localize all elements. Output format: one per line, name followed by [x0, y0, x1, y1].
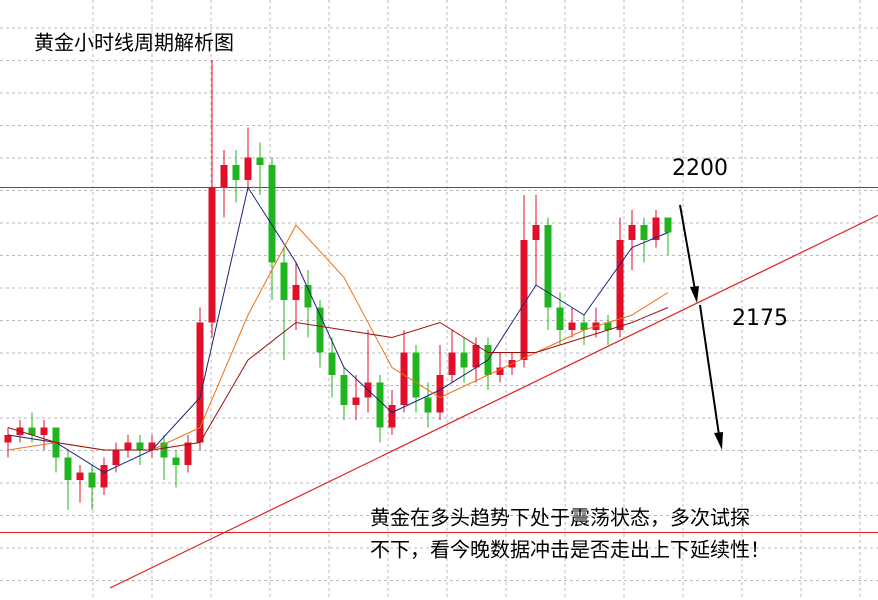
candle-body [292, 285, 300, 300]
candle-body [316, 307, 324, 353]
candle-body [568, 322, 576, 330]
moving-average [7, 186, 669, 474]
arrow [679, 204, 723, 450]
candle-body [148, 442, 156, 450]
candle-body [208, 187, 216, 323]
candle-body [448, 352, 456, 375]
candle-body [640, 225, 648, 240]
candle-body [436, 375, 444, 413]
candle-body [376, 382, 384, 428]
annotation-line: 黄金在多头趋势下处于震荡状态，多次试探 [370, 506, 750, 530]
candle-body [496, 367, 504, 375]
candle-body [532, 225, 540, 240]
candle-body [196, 322, 204, 443]
candle-body [4, 435, 12, 443]
candle-body [424, 397, 432, 413]
candle-body [232, 165, 240, 180]
candle-body [328, 352, 336, 375]
candle-body [76, 472, 84, 480]
candle-body [280, 262, 288, 300]
plot [0, 60, 878, 589]
candle-body [268, 165, 276, 263]
candle-body [160, 442, 168, 458]
candle-body [652, 217, 660, 240]
candle-body [460, 352, 468, 368]
chart-title: 黄金小时线周期解析图 [34, 31, 234, 55]
candle-body [136, 442, 144, 450]
candle-body [64, 457, 72, 480]
candle-body [412, 352, 420, 398]
candle-body [100, 465, 108, 488]
candle-body [304, 285, 312, 308]
candle-body [340, 375, 348, 405]
level-label: 2200 [672, 156, 728, 181]
moving-average [7, 307, 669, 451]
candle-body [256, 157, 264, 165]
candle-body [400, 352, 408, 405]
candle-body [664, 217, 672, 233]
candle-body [172, 457, 180, 465]
candle-body [388, 405, 396, 428]
candle-body [544, 225, 552, 308]
candle-body [124, 442, 132, 450]
annotation-line: 不下，看今晚数据冲击是否走出上下延续性！ [370, 538, 770, 562]
candle-body [40, 427, 48, 435]
candle-body [88, 472, 96, 488]
candle-body [604, 322, 612, 330]
trend-line [109, 214, 878, 589]
moving-average [7, 224, 669, 451]
candle-body [220, 165, 228, 188]
candle-body [244, 157, 252, 180]
candle-body [580, 322, 588, 330]
candle-body [352, 397, 360, 405]
candle-body [28, 427, 36, 435]
candle-body [520, 240, 528, 360]
target-label: 2175 [732, 306, 788, 331]
candle-body [628, 225, 636, 240]
candle-body [184, 442, 192, 465]
candle-body [556, 307, 564, 330]
candle-body [112, 450, 120, 465]
candle-body [616, 240, 624, 330]
candle-body [472, 345, 480, 368]
